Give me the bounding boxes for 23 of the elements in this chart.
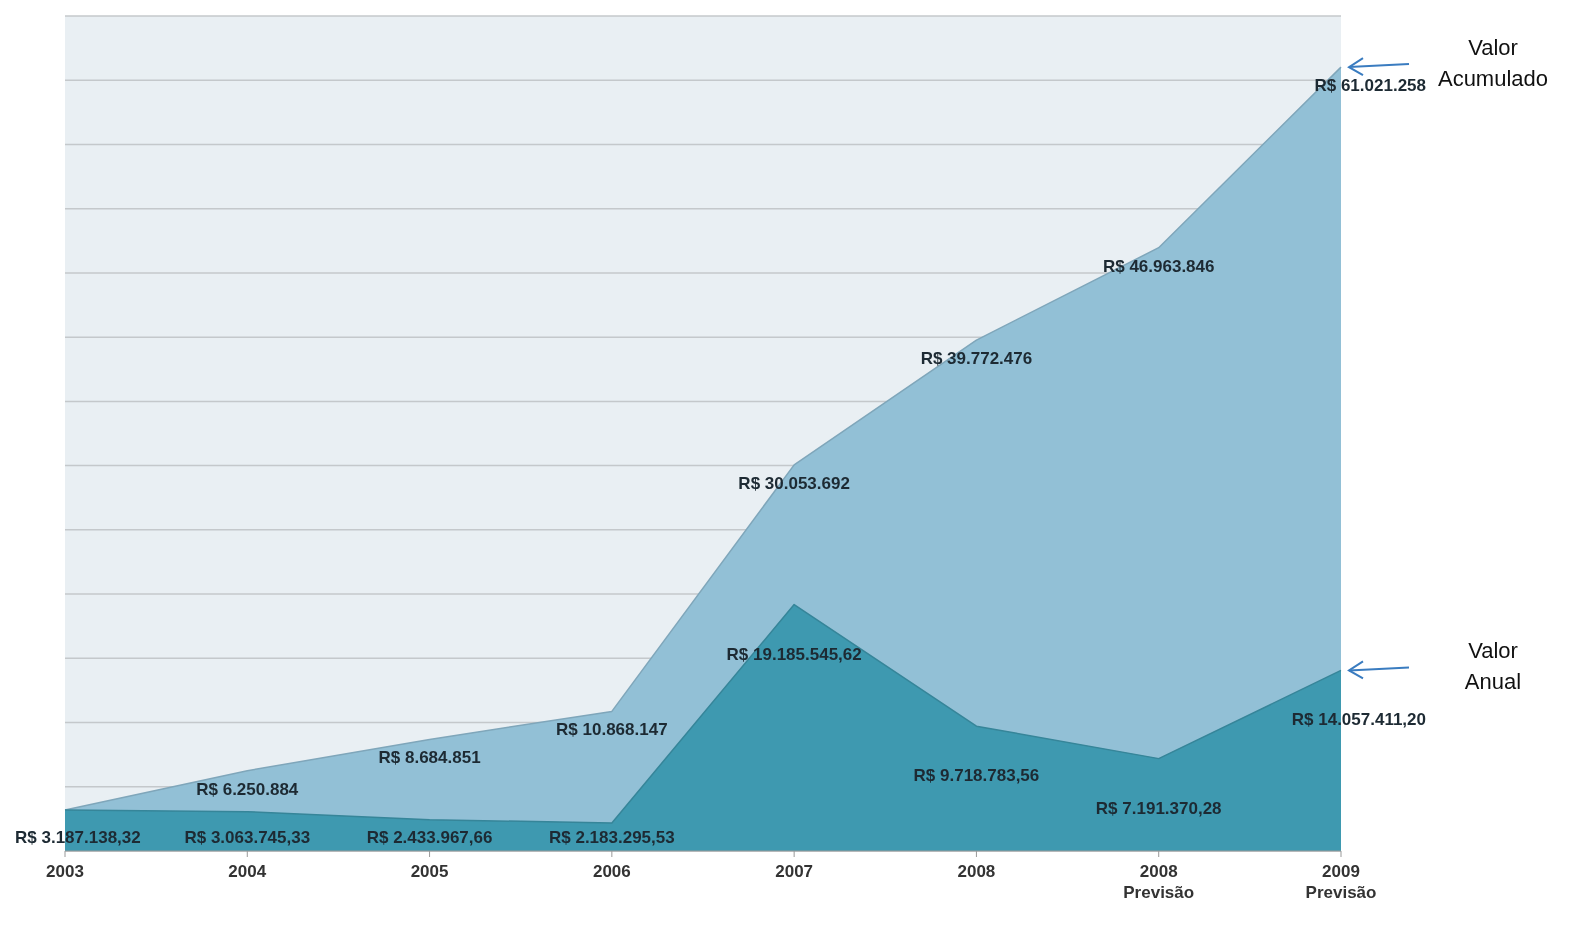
- data-label: R$ 2.433.967,66: [366, 828, 493, 847]
- data-label: R$ 3.063.745,33: [184, 828, 311, 847]
- x-tick-label: 2003: [46, 862, 84, 881]
- data-label: R$ 61.021.258: [1314, 76, 1426, 96]
- data-label: R$ 8.684.851: [378, 748, 481, 768]
- x-tick-label: 2008: [957, 862, 996, 881]
- data-label: R$ 19.185.545,62: [726, 644, 862, 664]
- data-label: R$ 6.250.884: [196, 779, 299, 799]
- x-tick-label: 2004: [228, 862, 267, 881]
- x-tick-label: 2007: [775, 862, 814, 881]
- data-label: R$ 39.772.476: [920, 349, 1033, 369]
- data-label: R$ 46.963.846: [1102, 256, 1215, 276]
- x-tick-label: 2006: [592, 862, 631, 881]
- x-tick-label: 2008 Previsão: [1123, 862, 1195, 902]
- text: Valor Anual: [1464, 638, 1522, 695]
- data-label: R$ 30.053.692: [738, 473, 850, 493]
- x-tick-label: 2005: [410, 862, 449, 881]
- x-tick-label: 2009 Previsão: [1305, 862, 1377, 902]
- data-label: R$ 7.191.370,28: [1095, 798, 1222, 818]
- text: Valor Acumulado: [1437, 35, 1549, 92]
- data-label: R$ 10.868.147: [556, 720, 668, 740]
- data-label: R$ 9.718.783,56: [913, 766, 1040, 786]
- data-label: R$ 2.183.295,53: [549, 828, 675, 847]
